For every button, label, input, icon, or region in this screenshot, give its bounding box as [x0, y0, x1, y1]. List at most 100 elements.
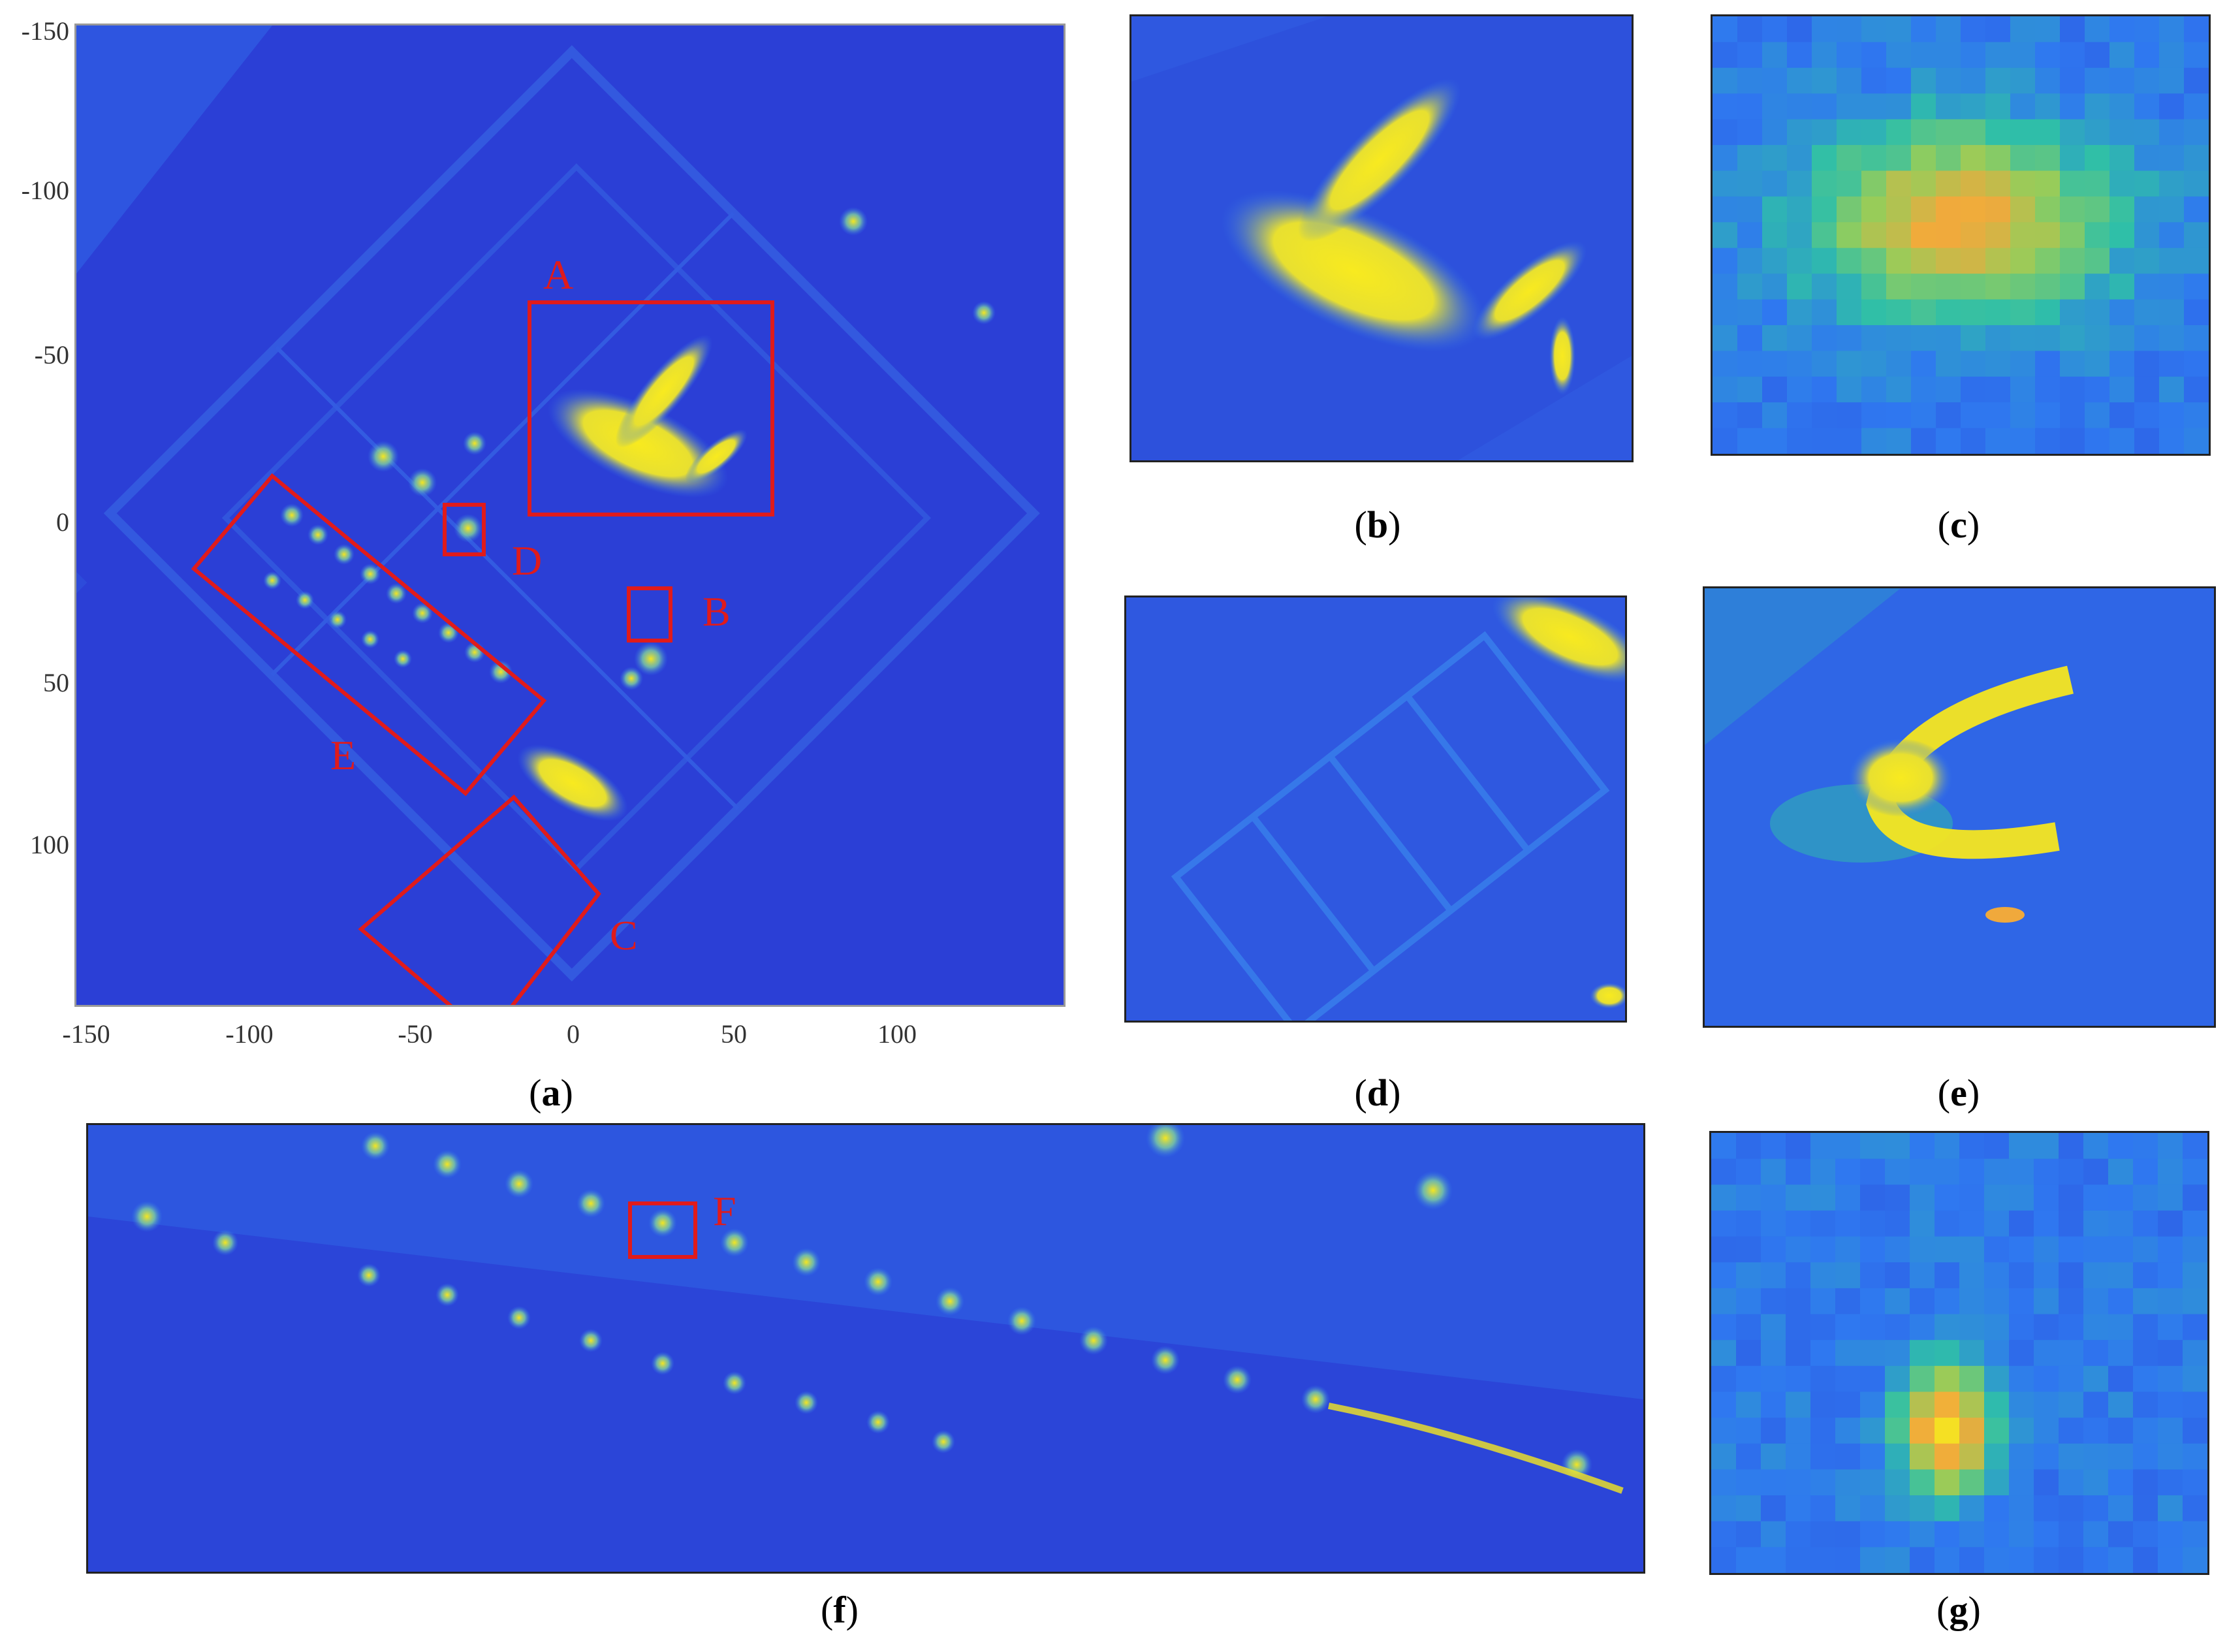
heatmap-cell [2108, 1210, 2134, 1237]
heatmap-cell [1861, 196, 1887, 223]
heatmap-cell [2134, 145, 2160, 172]
heatmap-cell [2158, 1418, 2183, 1444]
heatmap-cell [1711, 1365, 1737, 1393]
heatmap-cell [2184, 402, 2209, 429]
heatmap-cell [1786, 1391, 1811, 1418]
heatmap-cell [2034, 1236, 2059, 1263]
heatmap-cell [1985, 402, 2011, 429]
heatmap-cell [2035, 428, 2061, 454]
panel-b-image [1129, 14, 1634, 462]
heatmap-cell [2010, 428, 2036, 454]
heatmap-cell [1736, 1418, 1761, 1444]
heatmap-cell [1810, 1210, 1836, 1237]
heatmap-cell [2034, 1469, 2059, 1496]
y-tick-label: -150 [21, 16, 69, 46]
heatmap-cell [1959, 1469, 1985, 1496]
heatmap-cell [1910, 1288, 1935, 1315]
heatmap-cell [1713, 145, 1738, 172]
heatmap-cell [2010, 351, 2036, 377]
heatmap-cell [1810, 1158, 1836, 1186]
heatmap-cell [1787, 428, 1812, 454]
heatmap-cell [2108, 1418, 2134, 1444]
heatmap-cell [2159, 145, 2185, 172]
heatmap-cell [1736, 1288, 1761, 1315]
heatmap-cell [1786, 1418, 1811, 1444]
heatmap-cell [1812, 145, 1837, 172]
heatmap-cell [2134, 119, 2160, 146]
heatmap-cell [2133, 1236, 2158, 1263]
heatmap-cell [2010, 42, 2036, 69]
heatmap-cell [1910, 1443, 1935, 1470]
heatmap-cell [2009, 1210, 2034, 1237]
heatmap-cell [1737, 93, 1763, 120]
heatmap-cell [1762, 67, 1788, 95]
heatmap-cell [1910, 1547, 1935, 1573]
heatmap-cell [2183, 1288, 2207, 1315]
heatmap-cell [1761, 1391, 1786, 1418]
heatmap-cell [2183, 1547, 2207, 1573]
heatmap-cell [1737, 428, 1763, 454]
heatmap-cell [2159, 325, 2185, 352]
heatmap-cell [2109, 170, 2135, 197]
heatmap-cell [1736, 1365, 1761, 1393]
heatmap-cell [2060, 145, 2085, 172]
heatmap-cell [1736, 1262, 1761, 1289]
heatmap-cell [1761, 1184, 1786, 1211]
heatmap-cell [1761, 1365, 1786, 1393]
heatmap-cell [1959, 1236, 1985, 1263]
heatmap-cell [2083, 1469, 2109, 1496]
heatmap-cell [2010, 145, 2036, 172]
heatmap-cell [2059, 1418, 2084, 1444]
heatmap-cell [2108, 1495, 2134, 1522]
heatmap-cell [2158, 1443, 2183, 1470]
heatmap-cell [1961, 428, 1986, 454]
heatmap-cell [1985, 16, 2011, 43]
heatmap-cell [2010, 247, 2036, 274]
heatmap-cell [2108, 1133, 2134, 1160]
heatmap-cell [2158, 1184, 2183, 1211]
heatmap-cell [2085, 376, 2110, 403]
heatmap-cell [1935, 1288, 1960, 1315]
heatmap-cell [1812, 196, 1837, 223]
heatmap-cell [1860, 1469, 1886, 1496]
heatmap-cell [2060, 119, 2085, 146]
heatmap-cell [2059, 1184, 2084, 1211]
heatmap-cell [1787, 42, 1812, 69]
heatmap-cell [2184, 351, 2209, 377]
heatmap-cell [2034, 1158, 2059, 1186]
heatmap-cell [1713, 42, 1738, 69]
heatmap-cell [1736, 1340, 1761, 1367]
heatmap-cell [1985, 222, 2011, 249]
heatmap-cell [1984, 1391, 2010, 1418]
heatmap-cell [1762, 376, 1788, 403]
heatmap-cell [1837, 247, 1862, 274]
heatmap-cell [1787, 222, 1812, 249]
heatmap-cell [1885, 1288, 1910, 1315]
heatmap-cell [2109, 196, 2135, 223]
heatmap-cell [1935, 1391, 1960, 1418]
heatmap-cell [1959, 1547, 1985, 1573]
heatmap-cell [2108, 1547, 2134, 1573]
heatmap-cell [2009, 1262, 2034, 1289]
heatmap-cell [2183, 1133, 2207, 1160]
heatmap-cell [1835, 1210, 1861, 1237]
heatmap-cell [1911, 67, 1936, 95]
heatmap-cell [1910, 1314, 1935, 1341]
heatmap-cell [1911, 402, 1936, 429]
heatmap-cell [1961, 325, 1986, 352]
heatmap-cell [2035, 145, 2061, 172]
heatmap-cell [1961, 274, 1986, 300]
heatmap-cell [1984, 1443, 2010, 1470]
heatmap-cell [1737, 351, 1763, 377]
heatmap-cell [2010, 119, 2036, 146]
heatmap-cell [1737, 119, 1763, 146]
heatmap-cell [2009, 1547, 2034, 1573]
heatmap-cell [2133, 1469, 2158, 1496]
x-tick-label: 100 [877, 1019, 917, 1049]
heatmap-cell [2085, 299, 2110, 326]
heatmap-cell [1936, 67, 1961, 95]
heatmap-cell [1910, 1418, 1935, 1444]
heatmap-cell [2034, 1210, 2059, 1237]
heatmap-cell [2134, 222, 2160, 249]
heatmap-cell [2108, 1262, 2134, 1289]
